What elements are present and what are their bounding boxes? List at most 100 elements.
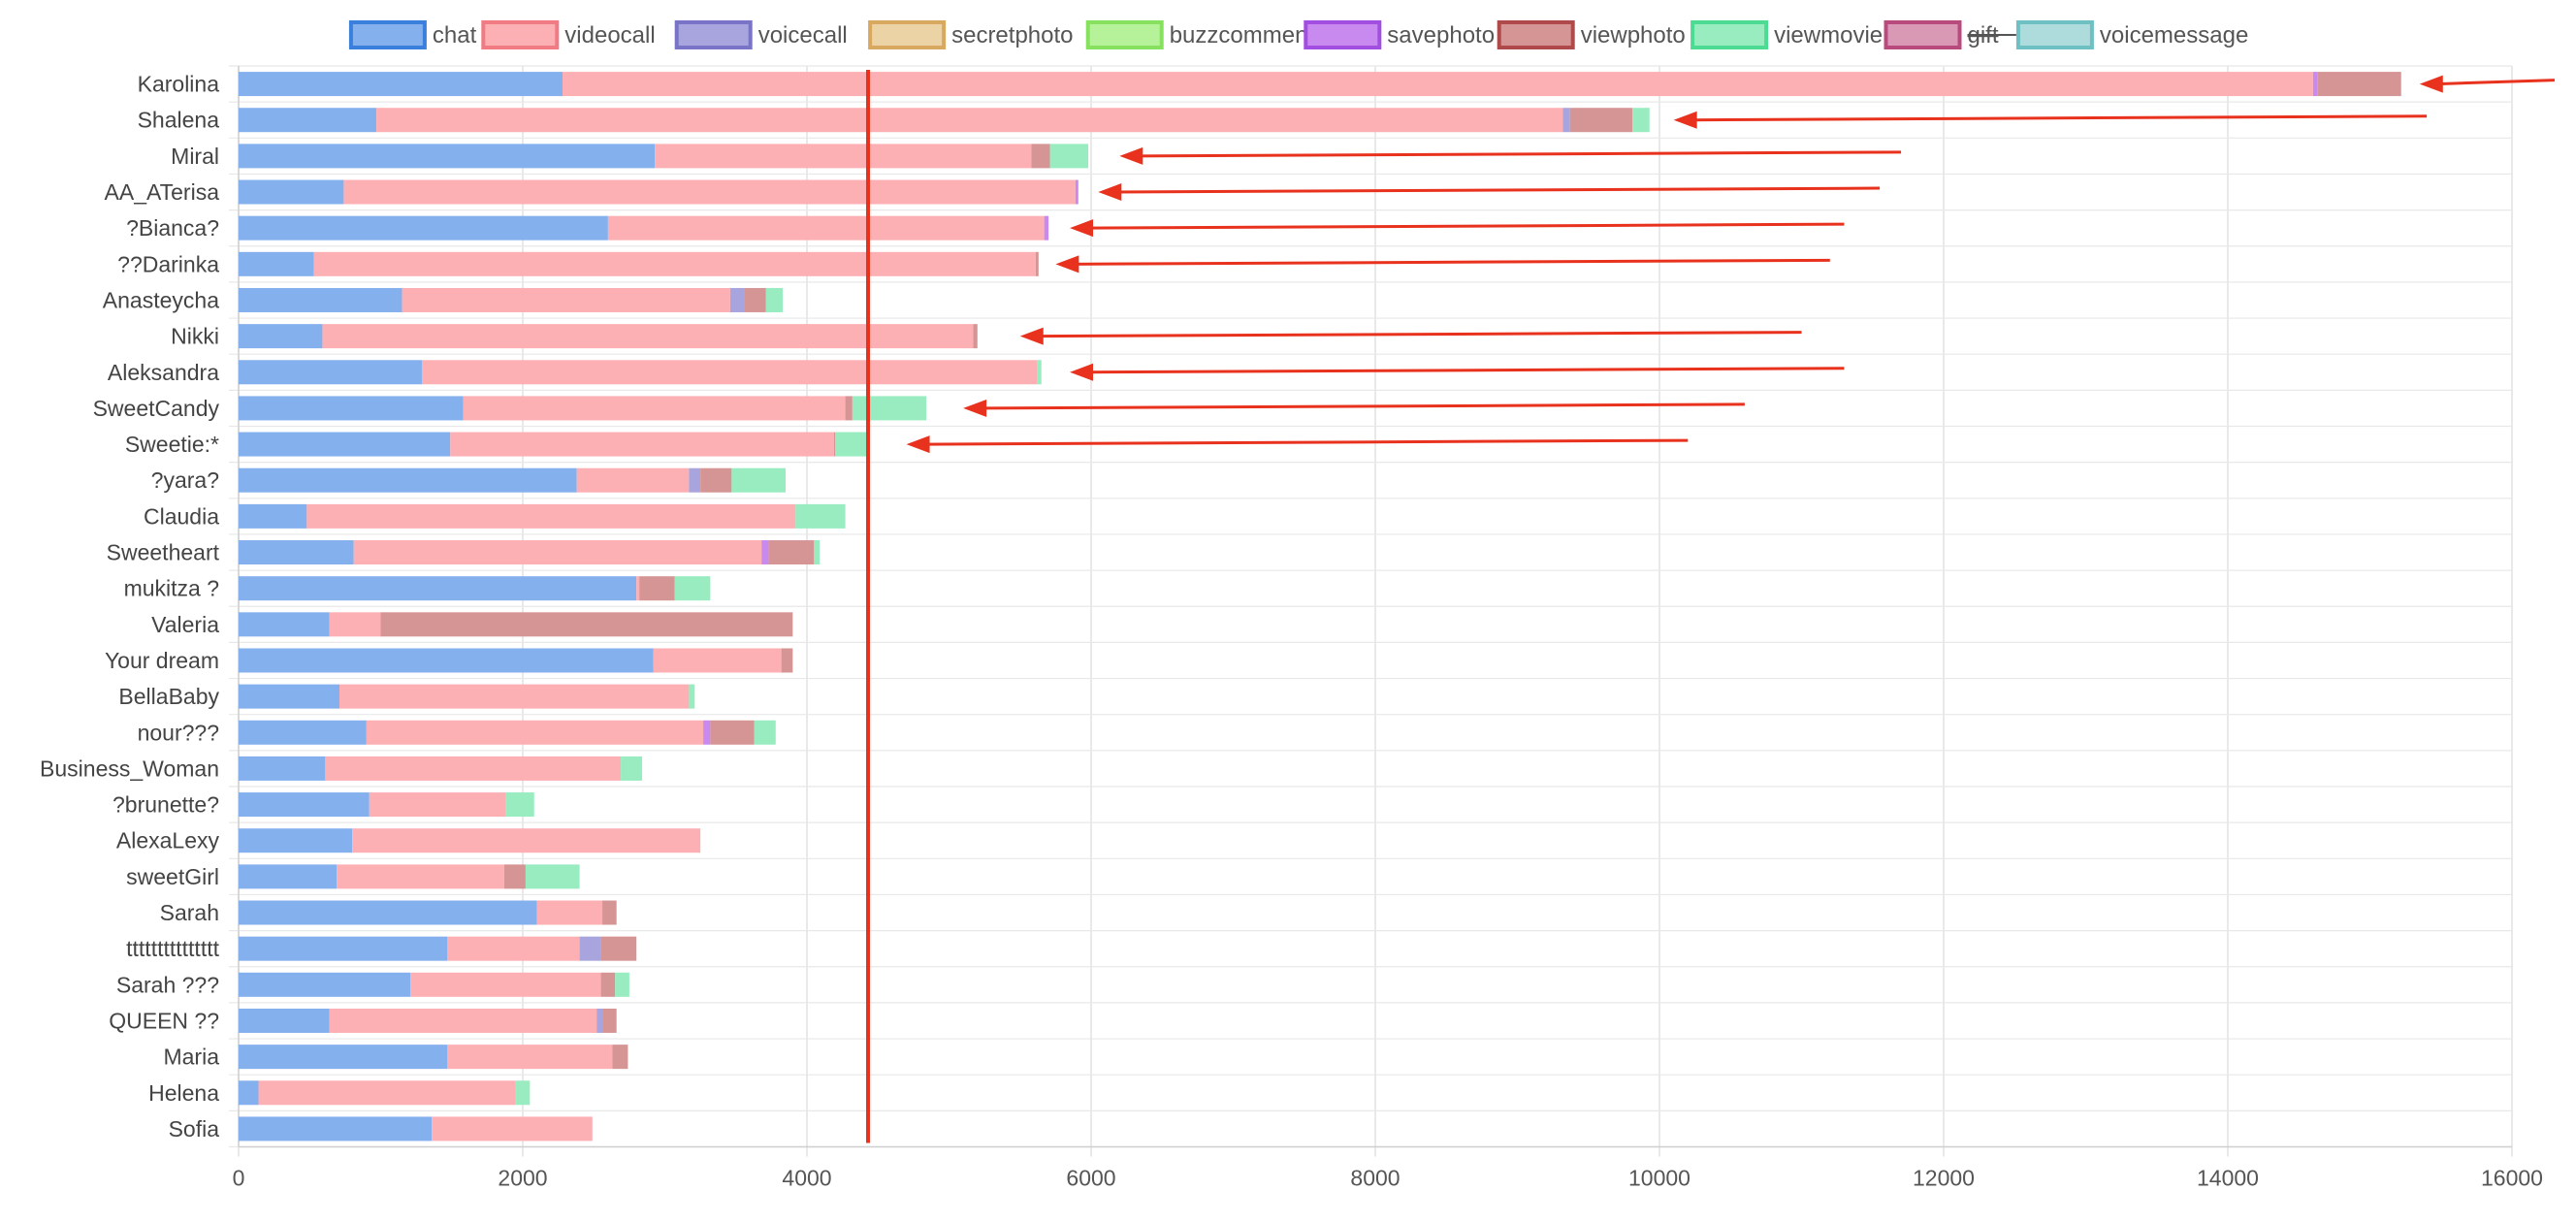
bar-chat-12[interactable] — [239, 503, 307, 529]
bar-videocall-12[interactable] — [306, 503, 796, 529]
bar-viewphoto-15[interactable] — [380, 612, 793, 637]
bar-viewphoto-22[interactable] — [503, 864, 526, 889]
bar-viewmovie-10[interactable] — [835, 432, 868, 457]
bar-videocall-26[interactable] — [329, 1008, 597, 1033]
bar-videocall-20[interactable] — [369, 792, 506, 818]
bar-videocall-8[interactable] — [421, 360, 1038, 385]
bar-videocall-9[interactable] — [463, 396, 846, 421]
bar-viewphoto-1[interactable] — [1569, 108, 1633, 133]
bar-viewphoto-7[interactable] — [973, 324, 978, 349]
bar-chat-7[interactable] — [239, 324, 323, 349]
bar-videocall-29[interactable] — [432, 1116, 593, 1142]
bar-viewphoto-2[interactable] — [1031, 144, 1050, 169]
bar-chat-26[interactable] — [239, 1008, 330, 1033]
bar-videocall-11[interactable] — [576, 467, 690, 493]
bar-videocall-27[interactable] — [447, 1045, 613, 1070]
bar-viewmovie-17[interactable] — [689, 684, 695, 709]
bar-videocall-1[interactable] — [376, 108, 1563, 133]
bar-viewmovie-18[interactable] — [754, 720, 776, 745]
bar-chat-2[interactable] — [239, 144, 656, 169]
bar-viewphoto-26[interactable] — [602, 1008, 617, 1033]
legend-item-savephoto[interactable]: savephoto — [1304, 20, 1495, 49]
bar-viewmovie-25[interactable] — [615, 972, 629, 997]
bar-savephoto-3[interactable] — [1075, 179, 1079, 205]
bar-chat-10[interactable] — [239, 432, 451, 457]
bar-chat-19[interactable] — [239, 756, 326, 781]
bar-videocall-24[interactable] — [447, 936, 580, 961]
bar-viewphoto-14[interactable] — [639, 576, 675, 601]
bar-viewphoto-0[interactable] — [2317, 72, 2401, 97]
legend-item-voicemessage[interactable]: voicemessage — [2015, 20, 2248, 49]
legend-item-chat[interactable]: chat — [348, 20, 477, 49]
bar-viewmovie-13[interactable] — [814, 540, 821, 565]
legend-item-viewphoto[interactable]: viewphoto — [1497, 20, 1686, 49]
bar-videocall-21[interactable] — [352, 828, 701, 853]
bar-chat-8[interactable] — [239, 360, 422, 385]
bar-chat-29[interactable] — [239, 1116, 433, 1142]
bar-chat-16[interactable] — [239, 648, 654, 673]
bar-viewmovie-2[interactable] — [1049, 144, 1089, 169]
bar-viewphoto-24[interactable] — [600, 936, 637, 961]
bar-videocall-19[interactable] — [325, 756, 622, 781]
bar-voicecall-6[interactable] — [729, 287, 745, 312]
bar-chat-0[interactable] — [239, 72, 564, 97]
bar-chat-11[interactable] — [239, 467, 577, 493]
bar-chat-3[interactable] — [239, 179, 344, 205]
legend-item-buzzcomment[interactable]: buzzcomment — [1085, 20, 1315, 49]
bar-viewphoto-11[interactable] — [700, 467, 732, 493]
bar-savephoto-4[interactable] — [1044, 215, 1049, 241]
legend-item-voicecall[interactable]: voicecall — [674, 20, 848, 49]
bar-videocall-23[interactable] — [536, 900, 603, 925]
bar-videocall-16[interactable] — [653, 648, 782, 673]
bar-chat-21[interactable] — [239, 828, 353, 853]
bar-viewmovie-8[interactable] — [1037, 360, 1042, 385]
bar-voicecall-1[interactable] — [1562, 108, 1570, 133]
bar-videocall-22[interactable] — [337, 864, 504, 889]
bar-videocall-4[interactable] — [607, 215, 1045, 241]
bar-savephoto-13[interactable] — [761, 540, 769, 565]
bar-videocall-17[interactable] — [339, 684, 690, 709]
bar-voicecall-11[interactable] — [689, 467, 701, 493]
bar-videocall-28[interactable] — [258, 1080, 516, 1106]
bar-savephoto-0[interactable] — [2312, 72, 2318, 97]
bar-chat-15[interactable] — [239, 612, 330, 637]
bar-videocall-3[interactable] — [343, 179, 1076, 205]
bar-chat-14[interactable] — [239, 576, 637, 601]
bar-videocall-6[interactable] — [402, 287, 730, 312]
bar-chat-1[interactable] — [239, 108, 377, 133]
legend-item-viewmovie[interactable]: viewmovie — [1690, 20, 1883, 49]
bar-videocall-2[interactable] — [655, 144, 1032, 169]
bar-viewphoto-9[interactable] — [845, 396, 853, 421]
bar-videocall-0[interactable] — [563, 72, 2313, 97]
bar-savephoto-18[interactable] — [703, 720, 711, 745]
bar-viewmovie-19[interactable] — [621, 756, 643, 781]
bar-viewphoto-18[interactable] — [710, 720, 755, 745]
bar-viewmovie-22[interactable] — [525, 864, 580, 889]
bar-chat-23[interactable] — [239, 900, 537, 925]
bar-viewmovie-28[interactable] — [515, 1080, 531, 1106]
bar-chat-5[interactable] — [239, 251, 314, 276]
bar-chat-4[interactable] — [239, 215, 608, 241]
bar-viewmovie-11[interactable] — [731, 467, 787, 493]
bar-videocall-10[interactable] — [450, 432, 834, 457]
bar-viewphoto-13[interactable] — [768, 540, 815, 565]
bar-voicecall-26[interactable] — [596, 1008, 603, 1033]
bar-viewphoto-16[interactable] — [781, 648, 793, 673]
bar-videocall-5[interactable] — [313, 251, 1036, 276]
bar-videocall-18[interactable] — [366, 720, 704, 745]
bar-chat-9[interactable] — [239, 396, 464, 421]
bar-viewphoto-5[interactable] — [1035, 251, 1039, 276]
bar-viewmovie-14[interactable] — [674, 576, 711, 601]
bar-viewphoto-27[interactable] — [612, 1045, 628, 1070]
bar-videocall-7[interactable] — [322, 324, 974, 349]
bar-viewmovie-20[interactable] — [505, 792, 534, 818]
bar-viewmovie-6[interactable] — [765, 287, 784, 312]
legend-item-videocall[interactable]: videocall — [481, 20, 656, 49]
bar-chat-22[interactable] — [239, 864, 338, 889]
bar-viewmovie-9[interactable] — [852, 396, 927, 421]
bar-videocall-15[interactable] — [329, 612, 381, 637]
bar-chat-20[interactable] — [239, 792, 370, 818]
bar-chat-18[interactable] — [239, 720, 367, 745]
bar-viewphoto-10[interactable] — [833, 432, 836, 457]
bar-viewphoto-6[interactable] — [744, 287, 766, 312]
